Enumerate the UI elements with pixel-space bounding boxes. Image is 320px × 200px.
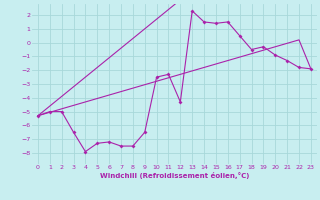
X-axis label: Windchill (Refroidissement éolien,°C): Windchill (Refroidissement éolien,°C) (100, 172, 249, 179)
